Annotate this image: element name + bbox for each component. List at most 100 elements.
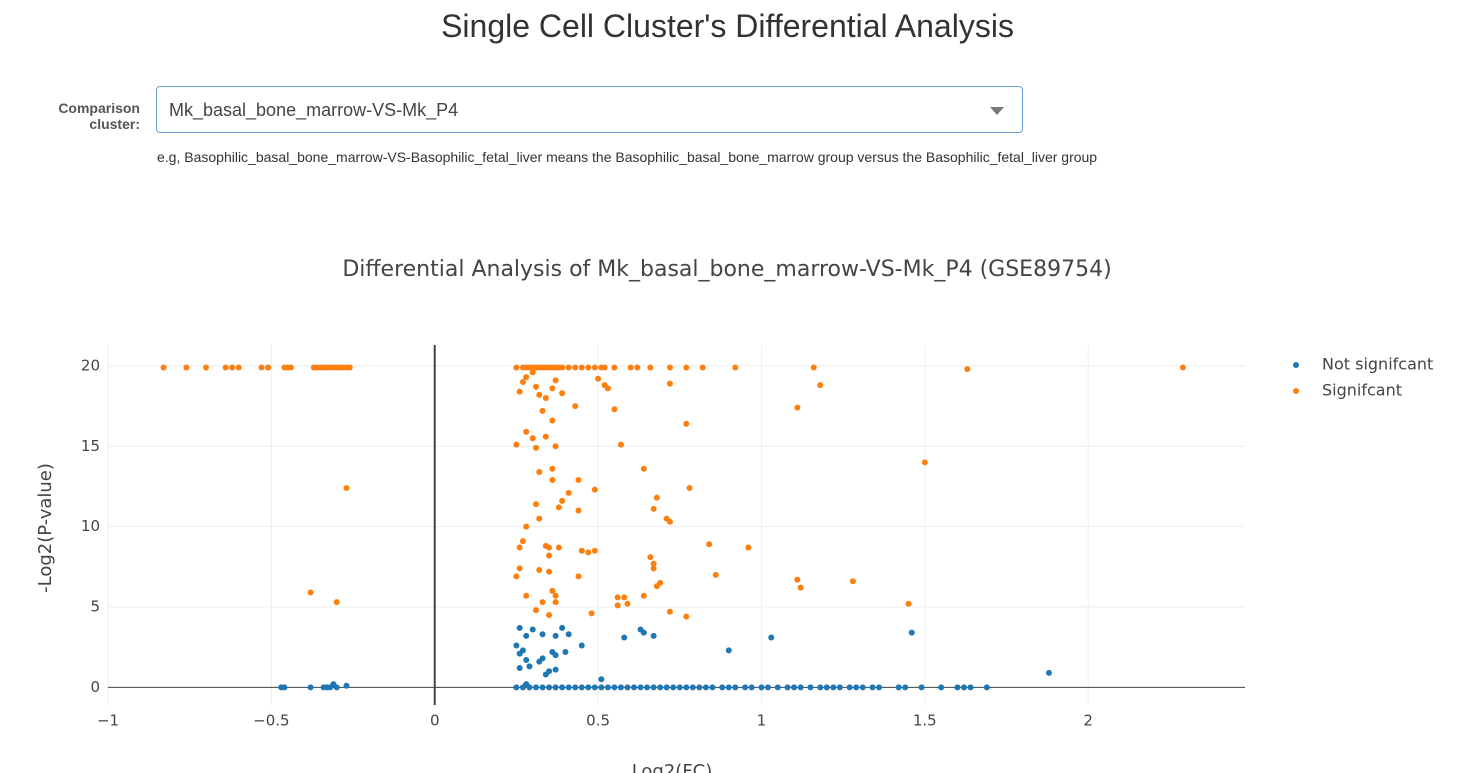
point [918,684,925,691]
point [516,665,523,672]
point [961,684,968,691]
point [575,477,582,483]
point [938,684,945,691]
point [653,494,660,501]
point [967,684,974,691]
point [235,364,242,371]
y-tick-label: 20 [81,356,100,374]
point [559,497,566,504]
point [725,647,732,654]
point [578,684,585,691]
point [585,549,592,556]
point [546,568,553,575]
point [598,684,605,691]
dropdown-caret[interactable] [990,107,1004,115]
point [732,364,739,371]
legend-label: Signifcant [1322,381,1402,400]
point [611,684,618,691]
point [343,485,350,492]
point [650,565,657,572]
point [683,684,690,691]
point [559,390,566,397]
point [614,594,621,601]
point [725,684,732,691]
y-tick-label: 10 [81,517,100,535]
point [539,655,546,662]
point [696,684,703,691]
point [513,684,520,691]
point [686,485,693,492]
cluster-dropdown[interactable]: Mk_basal_bone_marrow-VS-Mk_P4 [156,86,1023,133]
point [513,441,520,448]
point [281,684,288,691]
point [784,684,791,691]
point [591,547,598,554]
help-text: e.g, Basophilic_basal_bone_marrow-VS-Bas… [157,149,1098,165]
point [529,435,536,442]
point [614,602,621,609]
point [846,684,853,691]
point [794,404,801,411]
point [647,364,654,371]
point [647,554,654,561]
point [346,364,353,371]
point [513,642,520,649]
point [849,578,856,585]
point [764,684,771,691]
point [333,599,340,606]
point [964,366,971,373]
point [1179,364,1186,371]
point [859,684,866,691]
point [536,391,543,398]
point [513,364,520,371]
point [343,682,350,689]
point [742,684,749,691]
point [546,612,553,618]
point [523,428,530,435]
point [895,684,902,691]
point [203,364,210,371]
point [983,684,990,691]
point [817,684,824,691]
point [552,684,559,691]
point [598,676,605,683]
point [529,626,536,633]
point [523,592,530,599]
point [689,684,696,691]
point [650,505,657,512]
point [533,684,540,691]
point [663,684,670,691]
point [758,684,765,691]
point [265,364,272,371]
point [1045,669,1052,676]
x-axis-title: Log2(FC) [632,761,713,773]
point [830,684,837,691]
point [585,364,592,371]
y-tick-label: 5 [90,597,100,615]
x-tick-label: 1 [757,712,767,730]
point [578,642,585,649]
x-tick-label: 0.5 [586,712,610,730]
point [617,684,624,691]
point [562,648,569,655]
point [670,684,677,691]
point [229,364,236,371]
point [823,684,830,691]
point [549,385,556,392]
point [539,631,546,638]
dropdown-value[interactable]: Mk_basal_bone_marrow-VS-Mk_P4 [169,100,459,120]
point [333,684,340,691]
point [549,465,556,472]
point [666,608,673,615]
point [653,583,660,590]
legend-label: Not signifcant [1322,355,1433,374]
point [748,684,755,691]
point [546,544,553,551]
point [585,684,592,691]
point [617,441,624,448]
point [637,684,644,691]
x-tick-label: 0 [430,712,440,730]
point [604,684,611,691]
point [954,684,961,691]
